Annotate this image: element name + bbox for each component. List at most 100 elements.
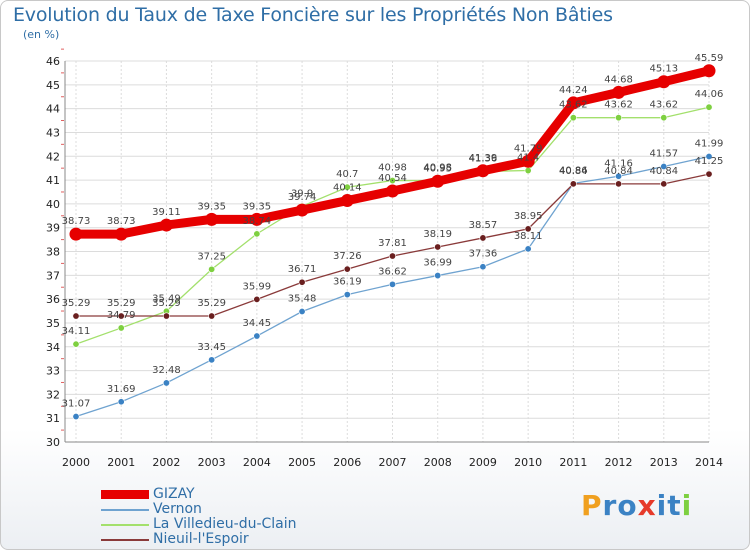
data-label-la-villedieu-du-clain: 35.49 [152,293,181,304]
x-tick-label: 2002 [152,456,180,469]
data-label-gizay: 44.24 [559,85,588,96]
data-label-gizay: 39.35 [197,201,226,212]
y-tick-label: 38 [46,246,60,259]
data-label-vernon: 41.57 [649,148,678,159]
data-label-la-villedieu-du-clain: 44.06 [695,89,724,100]
legend-swatch-la-villedieu-du-clain [101,523,149,526]
legend-label: La Villedieu-du-Clain [153,516,297,532]
data-point-vernon [434,272,442,280]
data-label-nieuil-l-espoir: 37.26 [333,251,362,262]
data-label-gizay: 39.35 [243,201,272,212]
y-tick-label: 45 [46,79,60,92]
data-point-la-villedieu-du-clain [72,340,80,348]
data-label-gizay: 38.73 [107,216,136,227]
chart-title: Evolution du Taux de Taxe Foncière sur l… [13,4,613,26]
data-label-gizay: 44.68 [604,74,633,85]
data-point-vernon [660,162,668,170]
y-tick-label: 41 [46,174,60,187]
data-label-la-villedieu-du-clain: 43.62 [559,100,588,111]
data-label-nieuil-l-espoir: 38.95 [514,211,543,222]
x-tick-label: 2014 [695,456,723,469]
logo-letter: i [656,489,668,522]
data-point-gizay [657,75,671,89]
data-label-nieuil-l-espoir: 35.29 [107,298,136,309]
data-label-vernon: 36.99 [423,258,452,269]
data-label-vernon: 35.48 [288,294,317,305]
data-point-gizay [566,96,580,110]
data-point-nieuil-l-espoir [388,252,396,260]
data-label-vernon: 40.86 [559,165,588,176]
legend-swatch-gizay [101,490,149,499]
data-label-la-villedieu-du-clain: 40.7 [336,169,358,180]
legend-label: GIZAY [153,486,195,502]
data-label-gizay: 39.11 [152,207,181,218]
data-label-nieuil-l-espoir: 36.71 [288,264,317,275]
data-point-gizay [69,227,83,241]
data-label-gizay: 40.95 [423,163,452,174]
data-point-la-villedieu-du-clain [388,177,396,185]
data-point-gizay [114,227,128,241]
data-label-la-villedieu-du-clain: 37.25 [197,251,226,262]
x-tick-label: 2010 [514,456,542,469]
data-point-vernon [705,152,713,160]
legend-item-nieuil-l-espoir: Nieuil-l'Espoir [101,532,297,547]
x-tick-label: 2011 [559,456,587,469]
data-point-vernon [298,308,306,316]
data-point-gizay [476,164,490,178]
data-label-vernon: 31.69 [107,384,136,395]
data-label-nieuil-l-espoir: 35.29 [62,298,91,309]
data-point-la-villedieu-du-clain [208,265,216,273]
y-tick-label: 44 [46,103,60,116]
data-label-vernon: 36.62 [378,266,407,277]
legend-item-la-villedieu-du-clain: La Villedieu-du-Clain [101,517,297,532]
data-label-nieuil-l-espoir: 35.29 [152,298,181,309]
data-label-nieuil-l-espoir: 41.25 [695,156,724,167]
data-point-vernon [343,291,351,299]
x-tick-label: 2004 [243,456,271,469]
data-point-nieuil-l-espoir [705,170,713,178]
x-tick-label: 2003 [198,456,226,469]
data-label-vernon: 37.36 [469,249,498,260]
data-point-vernon [388,280,396,288]
data-point-la-villedieu-du-clain [569,114,577,122]
y-tick-label: 34 [46,341,60,354]
data-label-nieuil-l-espoir: 40.84 [559,166,588,177]
data-point-nieuil-l-espoir [298,278,306,286]
data-label-vernon: 36.19 [333,277,362,288]
data-label-nieuil-l-espoir: 40.84 [604,166,633,177]
y-axis-unit-label: (en %) [23,28,60,41]
logo-letter: P [581,489,603,522]
y-tick-label: 43 [46,126,60,139]
data-point-gizay [612,85,626,99]
data-point-gizay [250,212,264,226]
data-point-nieuil-l-espoir [479,234,487,242]
data-point-la-villedieu-du-clain [615,114,623,122]
data-point-gizay [159,218,173,232]
data-point-nieuil-l-espoir [208,312,216,320]
legend-item-gizay: GIZAY [101,487,297,502]
data-label-la-villedieu-du-clain: 40.98 [423,163,452,174]
data-point-vernon [615,172,623,180]
data-point-vernon [208,356,216,364]
data-label-nieuil-l-espoir: 35.29 [197,298,226,309]
x-tick-label: 2000 [62,456,90,469]
data-label-la-villedieu-du-clain: 34.11 [62,326,91,337]
data-point-nieuil-l-espoir [117,312,125,320]
data-point-la-villedieu-du-clain [660,114,668,122]
legend: GIZAY Vernon La Villedieu-du-Clain Nieui… [101,487,297,547]
legend-item-vernon: Vernon [101,502,297,517]
data-label-la-villedieu-du-clain: 39.9 [291,188,313,199]
y-tick-label: 30 [46,436,60,449]
x-tick-label: 2005 [288,456,316,469]
data-point-gizay [205,212,219,226]
data-point-la-villedieu-du-clain [253,230,261,238]
data-point-vernon [253,332,261,340]
data-point-la-villedieu-du-clain [705,103,713,111]
data-label-la-villedieu-du-clain: 41.36 [469,153,498,164]
y-tick-label: 46 [46,55,60,68]
data-point-la-villedieu-du-clain [117,324,125,332]
y-tick-label: 40 [46,198,60,211]
x-tick-label: 2006 [333,456,361,469]
data-point-vernon [72,413,80,421]
